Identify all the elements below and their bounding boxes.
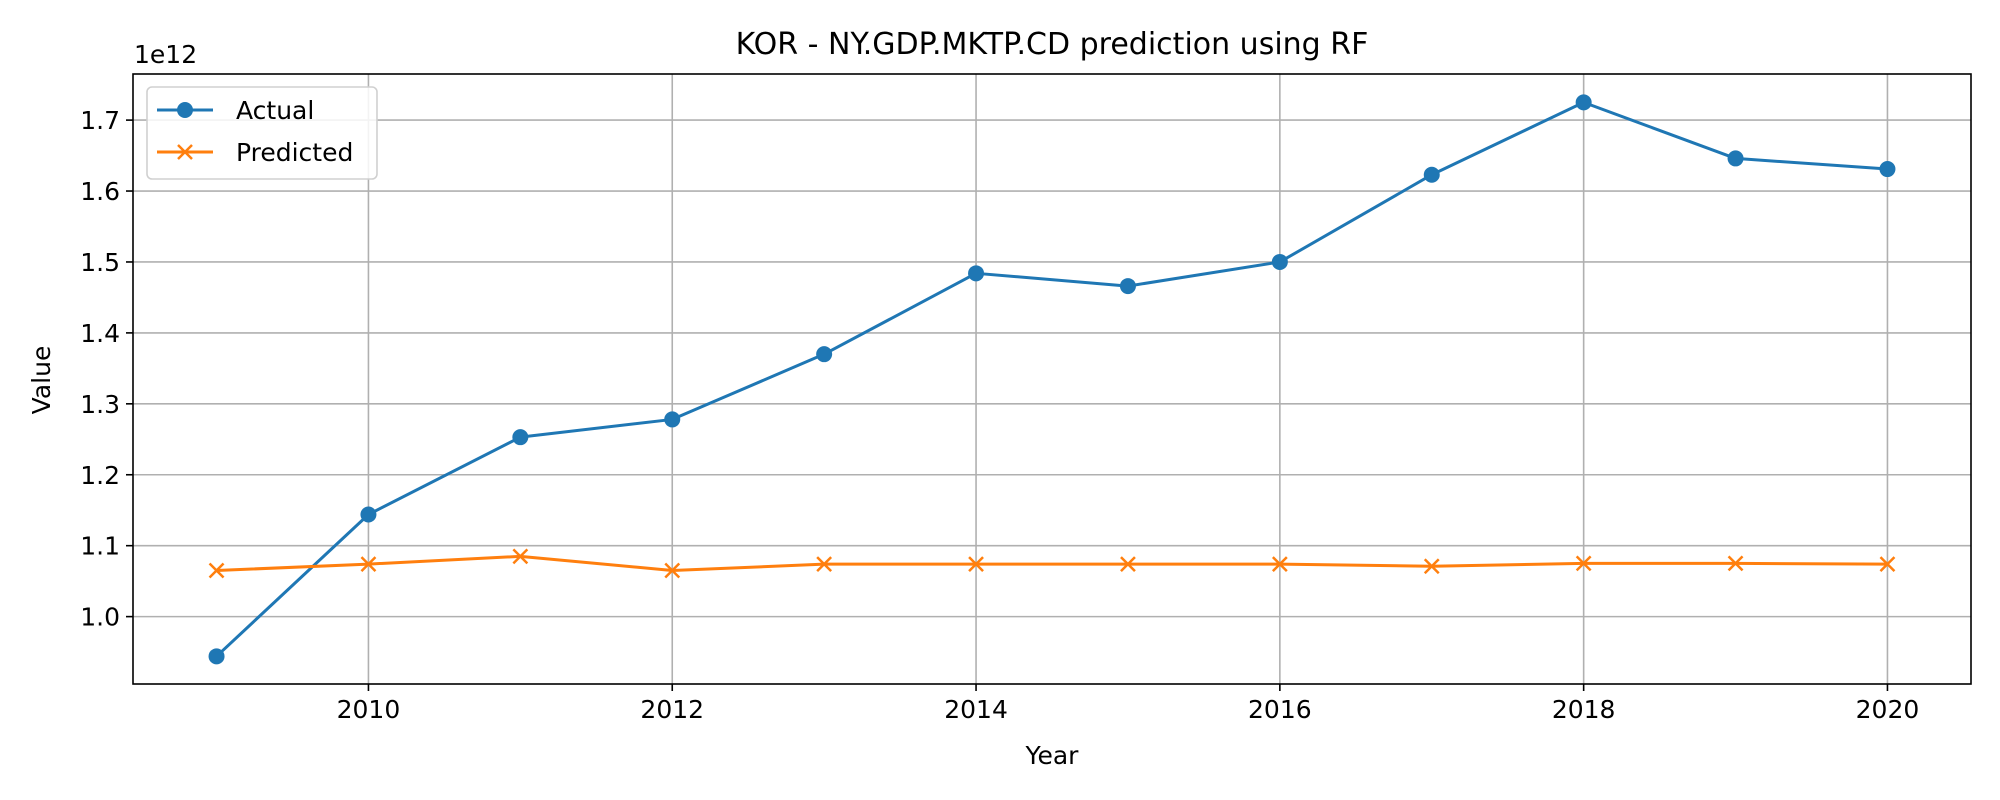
y-axis-title: Value — [27, 346, 56, 415]
data-point-actual — [1423, 166, 1440, 183]
chart-title: KOR - NY.GDP.MKTP.CD prediction using RF — [736, 27, 1369, 62]
data-point-predicted — [1120, 556, 1136, 573]
data-point-actual — [512, 429, 529, 446]
y-tick-label: 1.6 — [80, 177, 120, 206]
x-tick-label: 2016 — [1248, 695, 1312, 724]
legend-marker-predicted — [177, 144, 193, 160]
y-offset-label: 1e12 — [134, 40, 197, 69]
legend-label-actual: Actual — [236, 96, 314, 125]
data-point-actual — [1879, 161, 1896, 178]
data-point-actual — [664, 411, 681, 428]
grid — [133, 74, 1971, 684]
y-tick-label: 1.7 — [80, 106, 120, 135]
data-point-actual — [1271, 253, 1288, 270]
data-point-actual — [208, 648, 225, 665]
data-point-predicted — [1727, 555, 1744, 572]
legend-marker-actual — [177, 102, 193, 118]
y-tick-label: 1.4 — [80, 319, 120, 348]
y-tick-label: 1.1 — [80, 532, 120, 561]
y-tick-label: 1.5 — [80, 248, 120, 277]
data-point-predicted — [512, 548, 529, 565]
x-tick-label: 2014 — [944, 695, 1008, 724]
data-point-predicted — [1575, 555, 1592, 572]
data-point-actual — [816, 346, 833, 363]
series-line-predicted — [216, 554, 1888, 573]
y-tick-label: 1.2 — [80, 461, 120, 490]
data-point-actual — [360, 506, 377, 523]
legend-label-predicted: Predicted — [236, 138, 353, 167]
data-point-predicted — [968, 556, 984, 573]
data-point-predicted — [360, 556, 377, 573]
data-point-actual — [1119, 278, 1136, 295]
data-point-predicted — [816, 556, 833, 573]
x-axis-title: Year — [1025, 741, 1080, 770]
data-point-predicted — [1271, 556, 1288, 573]
y-tick-label: 1.0 — [80, 603, 120, 632]
data-point-predicted — [1879, 556, 1896, 573]
x-tick-label: 2018 — [1552, 695, 1616, 724]
series-line-actual — [215, 100, 1888, 658]
data-point-predicted — [208, 562, 225, 579]
data-point-actual — [1727, 150, 1744, 167]
series-group — [208, 94, 1896, 665]
data-point-actual — [968, 265, 985, 282]
data-point-predicted — [664, 562, 681, 579]
x-tick-label: 2020 — [1856, 695, 1920, 724]
legend: Actual Predicted — [146, 86, 378, 180]
plot-frame — [132, 73, 1972, 685]
x-tick-label: 2010 — [337, 695, 401, 724]
axis-ticks: 2010 2012 2014 2016 2018 2020 1.0 1.1 1.2 1.3 1.4 1… — [80, 106, 1919, 724]
data-point-actual — [1575, 94, 1592, 111]
data-point-predicted — [1423, 558, 1440, 575]
x-tick-label: 2012 — [640, 695, 704, 724]
y-tick-label: 1.3 — [80, 390, 120, 419]
